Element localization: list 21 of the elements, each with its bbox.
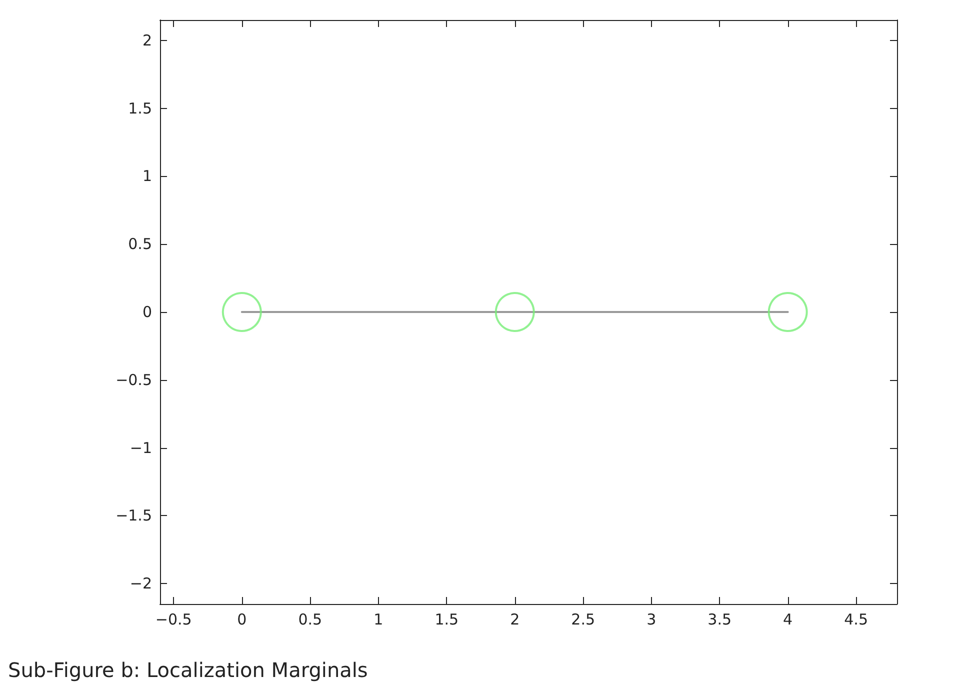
y-tick-label: 1.5 (128, 99, 152, 118)
text: Sub-Figure b: Localization Marginals (8, 658, 368, 682)
y-tick-label: 1 (142, 167, 152, 186)
x-tick-label: 0.5 (298, 610, 322, 628)
x-tick-label: 1 (374, 610, 384, 628)
x-tick-label: 1.5 (434, 610, 459, 628)
y-tick-label: −0.5 (116, 370, 152, 389)
y-tick-label: −1 (130, 438, 152, 457)
x-tick-label: 2.5 (571, 610, 596, 628)
y-tick-label: −2 (130, 574, 152, 593)
y-tick-label: −1.5 (116, 506, 152, 525)
x-tick-label: 0 (237, 610, 247, 628)
y-tick-label: 2 (142, 31, 152, 50)
x-tick-label: 3 (646, 610, 656, 628)
y-tick-label: 0.5 (128, 235, 152, 254)
x-tick-label: 4 (783, 610, 793, 628)
x-tick-label: −0.5 (155, 610, 192, 628)
x-tick-label: 2 (510, 610, 520, 628)
y-tick-label: 0 (142, 303, 152, 321)
x-tick-label: 4.5 (844, 610, 868, 628)
x-tick-label: 3.5 (708, 610, 732, 628)
